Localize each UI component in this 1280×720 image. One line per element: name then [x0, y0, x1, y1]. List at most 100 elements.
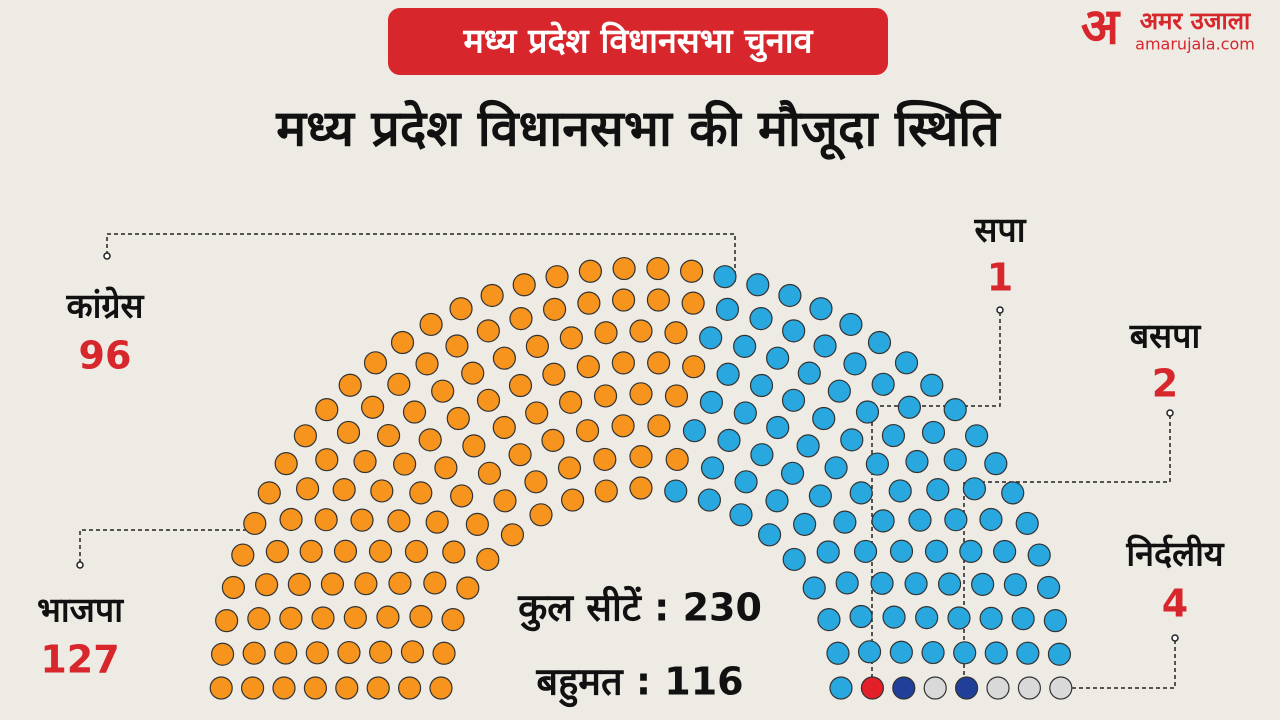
seat: [782, 319, 806, 343]
seat: [943, 398, 967, 422]
seat: [388, 571, 412, 595]
seat: [409, 481, 433, 505]
majority: बहुमत : 116: [535, 660, 743, 708]
leader-dot: [1166, 409, 1174, 417]
seat: [984, 452, 1008, 476]
seat: [802, 576, 826, 600]
seat: [493, 489, 517, 513]
seat: [315, 398, 339, 422]
seat: [778, 283, 802, 308]
legend-name: निर्दलीय: [1125, 534, 1225, 575]
seat: [476, 547, 500, 572]
seat: [335, 676, 359, 700]
seat: [781, 388, 806, 412]
seat: [734, 470, 758, 494]
seat: [757, 523, 782, 547]
seat: [445, 334, 469, 358]
seat: [826, 641, 850, 665]
legend-value: 4: [1162, 582, 1188, 626]
seat: [508, 443, 532, 467]
seat: [293, 424, 317, 448]
seat: [629, 445, 653, 469]
leader-line: [963, 415, 1171, 680]
seat: [904, 572, 928, 596]
seat: [465, 512, 489, 536]
logo-mark: अ: [1081, 0, 1121, 56]
seat: [576, 355, 600, 379]
seat: [664, 321, 688, 345]
seat: [1017, 676, 1042, 700]
seat: [908, 508, 932, 532]
seat: [921, 640, 945, 665]
seat: [871, 372, 895, 396]
seat: [1011, 607, 1035, 631]
total-seats: कुल सीटें : 230: [517, 586, 762, 632]
seat: [664, 384, 689, 408]
seat: [524, 470, 548, 494]
seat: [881, 423, 906, 448]
seat: [782, 547, 806, 572]
seat: [664, 479, 688, 503]
legend-name: सपा: [973, 211, 1026, 251]
seat: [681, 291, 705, 315]
seat: [808, 484, 832, 508]
seat: [209, 676, 233, 700]
seat: [979, 606, 1003, 630]
seat: [461, 361, 485, 385]
seat: [713, 265, 737, 289]
seat: [827, 379, 851, 403]
seat: [265, 539, 289, 564]
seat: [363, 351, 388, 375]
seat: [419, 312, 443, 337]
seat: [894, 351, 919, 375]
seat: [337, 640, 361, 665]
seat: [508, 373, 533, 398]
seat: [441, 607, 465, 632]
seat: [462, 434, 486, 458]
seat: [1001, 481, 1025, 505]
seat: [247, 607, 271, 631]
legend-value: 2: [1152, 362, 1178, 406]
seat: [855, 400, 880, 424]
seat: [476, 388, 501, 412]
seat: [611, 351, 635, 375]
seat: [665, 447, 689, 472]
seat: [593, 384, 618, 408]
leader-dot: [1171, 634, 1179, 642]
seat: [274, 452, 298, 476]
leader-line: [79, 529, 250, 563]
legend-value: 1: [987, 256, 1013, 300]
seat: [682, 419, 707, 443]
legend-name: बसपा: [1129, 317, 1202, 357]
seat: [559, 326, 583, 350]
legend-value: 96: [79, 334, 132, 378]
seat: [944, 508, 968, 532]
seat: [320, 572, 345, 596]
legend-value: 127: [40, 638, 119, 682]
seat: [558, 390, 583, 414]
seat: [1049, 676, 1073, 700]
seat: [766, 346, 790, 370]
seat: [350, 508, 374, 532]
seat: [870, 571, 894, 595]
seat: [699, 326, 723, 350]
seat: [434, 456, 458, 480]
seat: [492, 415, 516, 440]
seat: [897, 395, 922, 419]
seat: [829, 676, 853, 700]
logo-name: अमर उजाला: [1140, 7, 1251, 35]
seat: [796, 434, 820, 458]
seat: [560, 488, 585, 512]
seat: [449, 297, 473, 321]
seat: [400, 640, 425, 664]
seat: [221, 575, 245, 600]
seat: [629, 382, 653, 406]
leader-line: [106, 233, 736, 282]
seat: [746, 273, 770, 297]
seat: [279, 507, 303, 532]
seat: [729, 503, 753, 527]
seat: [418, 428, 442, 452]
seat: [857, 640, 882, 664]
